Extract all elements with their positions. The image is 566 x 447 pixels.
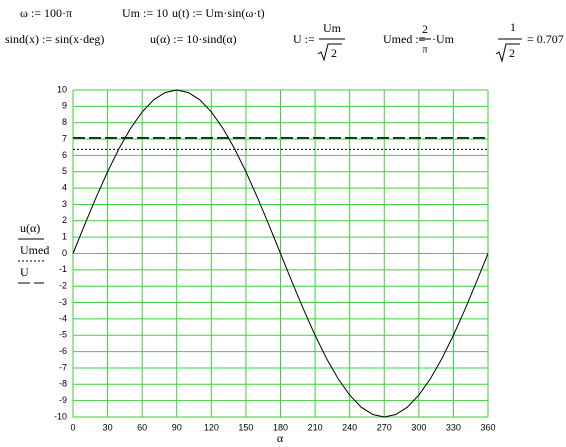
y-tick-label: -8: [59, 379, 67, 389]
y-tick-label: -6: [59, 346, 67, 356]
formula: = 0.707: [527, 32, 564, 46]
x-tick-label: 120: [204, 422, 219, 432]
x-tick-label: 240: [342, 422, 357, 432]
x-tick-label: 90: [172, 422, 182, 432]
y-tick-label: 8: [62, 117, 67, 127]
y-tick-label: 2: [62, 215, 67, 225]
series-line: [72, 89, 489, 418]
formula: ω := 100·π: [20, 6, 72, 20]
denominator: 2: [331, 46, 337, 60]
y-tick-label: 0: [62, 248, 67, 258]
formula: Um := 10: [122, 6, 168, 20]
radical: [317, 43, 342, 62]
y-tick-label: 1: [62, 232, 67, 242]
y-tick-label: 6: [62, 150, 67, 160]
y-tick-label: -9: [59, 395, 67, 405]
formula: Umed :=: [383, 32, 426, 46]
y-tick-label: 7: [62, 133, 67, 143]
numerator: 1: [510, 20, 516, 34]
formula: ·Um: [432, 32, 455, 46]
y-tick-label: -10: [54, 411, 67, 421]
x-axis-label: α: [277, 431, 284, 445]
formula: sind(x) := sin(x·deg): [5, 32, 104, 46]
x-tick-label: 150: [238, 422, 253, 432]
x-tick-label: 360: [480, 422, 495, 432]
formula: U :=: [293, 32, 315, 46]
x-tick-label: 180: [273, 422, 288, 432]
x-tick-label: 330: [446, 422, 461, 432]
x-tick-label: 0: [70, 422, 75, 432]
legend-label: u(α): [20, 221, 40, 235]
y-tick-label: 5: [62, 166, 67, 176]
numerator: 2: [422, 22, 428, 36]
formula: u(α) := 10·sind(α): [150, 32, 237, 46]
y-tick-label: 4: [62, 182, 67, 192]
y-tick-label: 3: [62, 199, 67, 209]
x-tick-label: 30: [103, 422, 113, 432]
legend-label: Umed: [20, 243, 49, 257]
x-tick-label: 270: [377, 422, 392, 432]
x-tick-label: 210: [308, 422, 323, 432]
y-tick-label: -1: [59, 264, 67, 274]
y-tick-label: -5: [59, 330, 67, 340]
formula: u(t) := Um·sin(ω·t): [172, 6, 265, 20]
denominator: π: [422, 44, 427, 55]
y-tick-label: -2: [59, 281, 67, 291]
y-tick-label: 10: [57, 84, 67, 94]
radical: [495, 43, 520, 63]
y-tick-label: -7: [59, 362, 67, 372]
y-tick-label: -3: [59, 297, 67, 307]
numerator: Um: [323, 21, 342, 35]
x-tick-label: 300: [411, 422, 426, 432]
y-tick-label: -4: [59, 313, 67, 323]
denominator: 2: [509, 46, 515, 60]
x-tick-label: 60: [137, 422, 147, 432]
y-tick-label: 9: [62, 101, 67, 111]
legend-label: U: [20, 265, 29, 279]
